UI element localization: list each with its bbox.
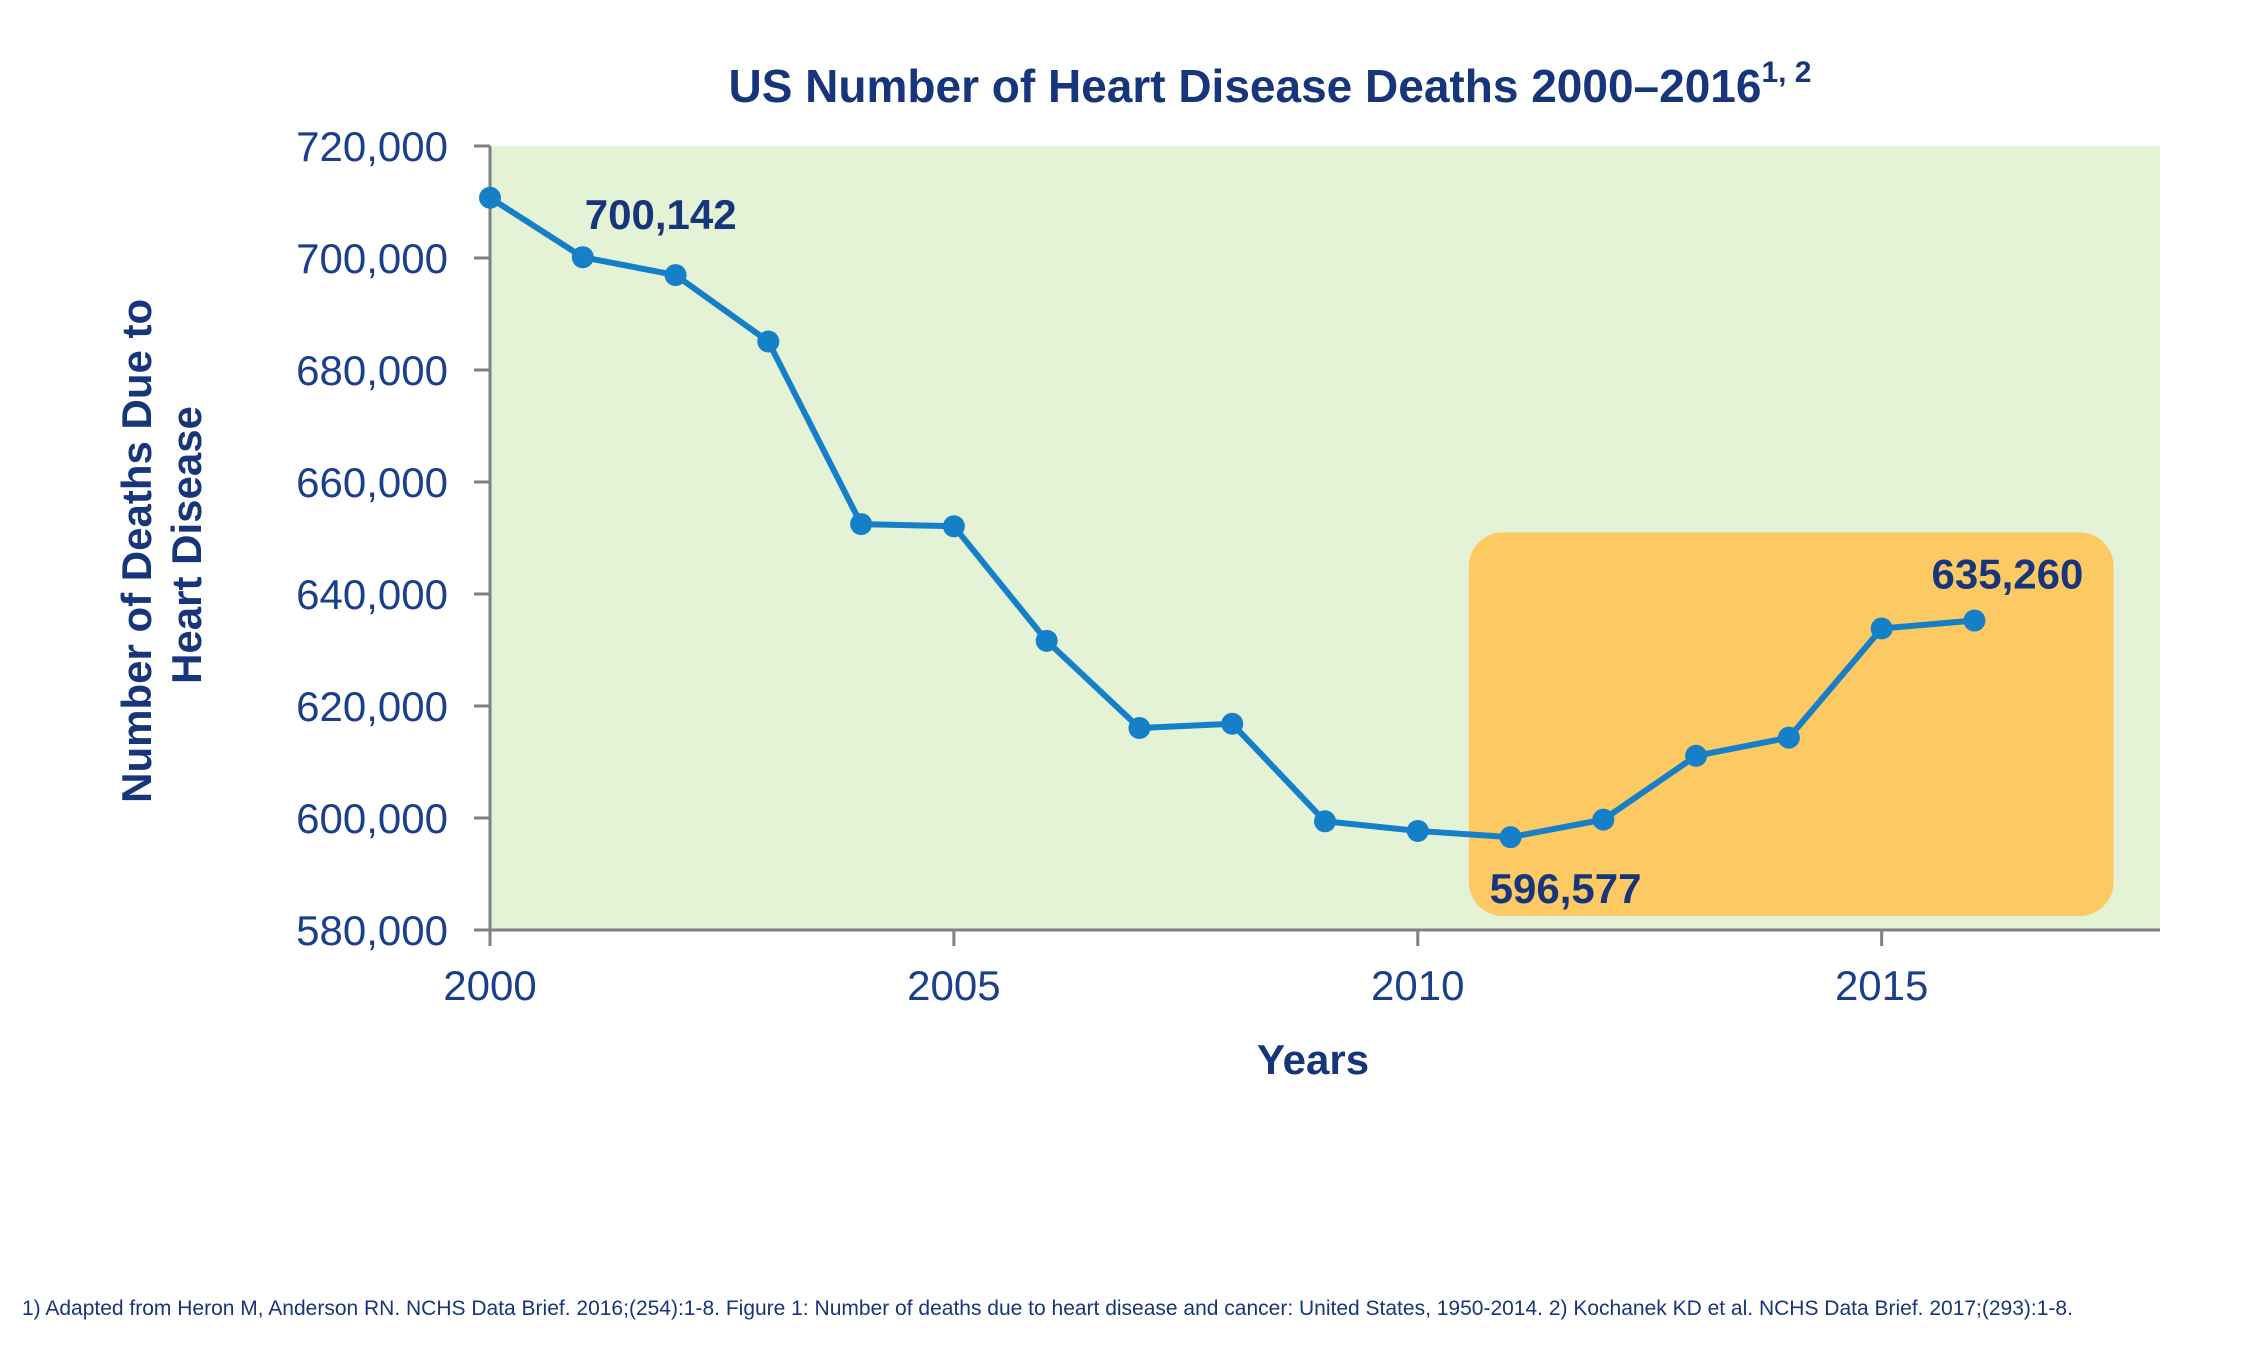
y-tick-label: 620,000 (296, 683, 448, 730)
highlight-region (1468, 532, 2114, 916)
data-point (1314, 810, 1336, 833)
y-axis-ticks: 580,000 600,000 620,000 640,000 660,000 680,0… (296, 123, 490, 954)
x-tick-label: 2010 (1371, 962, 1464, 1009)
data-point (757, 330, 780, 353)
data-point (942, 515, 965, 538)
data-point (664, 264, 687, 287)
chart-title-text: US Number of Heart Disease Deaths 2000–2… (728, 60, 1761, 112)
x-tick-label: 2005 (907, 962, 1000, 1009)
data-annotations: 700,142 596,577 635,260 (585, 191, 2084, 912)
data-point (850, 513, 873, 536)
x-tick-label: 2000 (443, 962, 536, 1009)
data-point (1777, 726, 1800, 749)
highlight-box (1468, 532, 2114, 916)
data-label: 635,260 (1932, 551, 2084, 598)
y-tick-label: 600,000 (296, 795, 448, 842)
y-axis-title-line-1: Number of Deaths Due to (113, 299, 160, 803)
data-point (1963, 609, 1986, 632)
footnote: 1) Adapted from Heron M, Anderson RN. NC… (22, 1297, 2073, 1320)
chart-title: US Number of Heart Disease Deaths 2000–2… (728, 56, 1811, 112)
data-point (1870, 617, 1893, 640)
data-series (479, 186, 1986, 849)
data-point (1499, 826, 1522, 849)
data-point (1592, 808, 1615, 831)
y-axis-title: Number of Deaths Due to Heart Disease (113, 287, 210, 803)
data-point (1128, 717, 1151, 740)
y-tick-label: 680,000 (296, 347, 448, 394)
x-axis-title: Years (1257, 1036, 1369, 1083)
data-point (1406, 819, 1429, 842)
y-tick-label: 720,000 (296, 123, 448, 170)
y-tick-label: 700,000 (296, 235, 448, 282)
data-label: 596,577 (1490, 865, 1642, 912)
data-point (1221, 712, 1244, 735)
data-point (479, 186, 501, 209)
y-axis-title-line-2: Heart Disease (163, 406, 210, 684)
data-point (571, 246, 594, 269)
data-point (1035, 629, 1058, 652)
chart-title-superscript: 1, 2 (1761, 56, 1811, 89)
y-tick-label: 580,000 (296, 907, 448, 954)
data-label: 700,142 (585, 191, 737, 238)
y-tick-label: 660,000 (296, 459, 448, 506)
x-tick-label: 2015 (1835, 962, 1928, 1009)
data-point (1685, 744, 1708, 767)
x-axis-ticks: 2000 2005 2010 2015 (443, 930, 1928, 1009)
y-tick-label: 640,000 (296, 571, 448, 618)
